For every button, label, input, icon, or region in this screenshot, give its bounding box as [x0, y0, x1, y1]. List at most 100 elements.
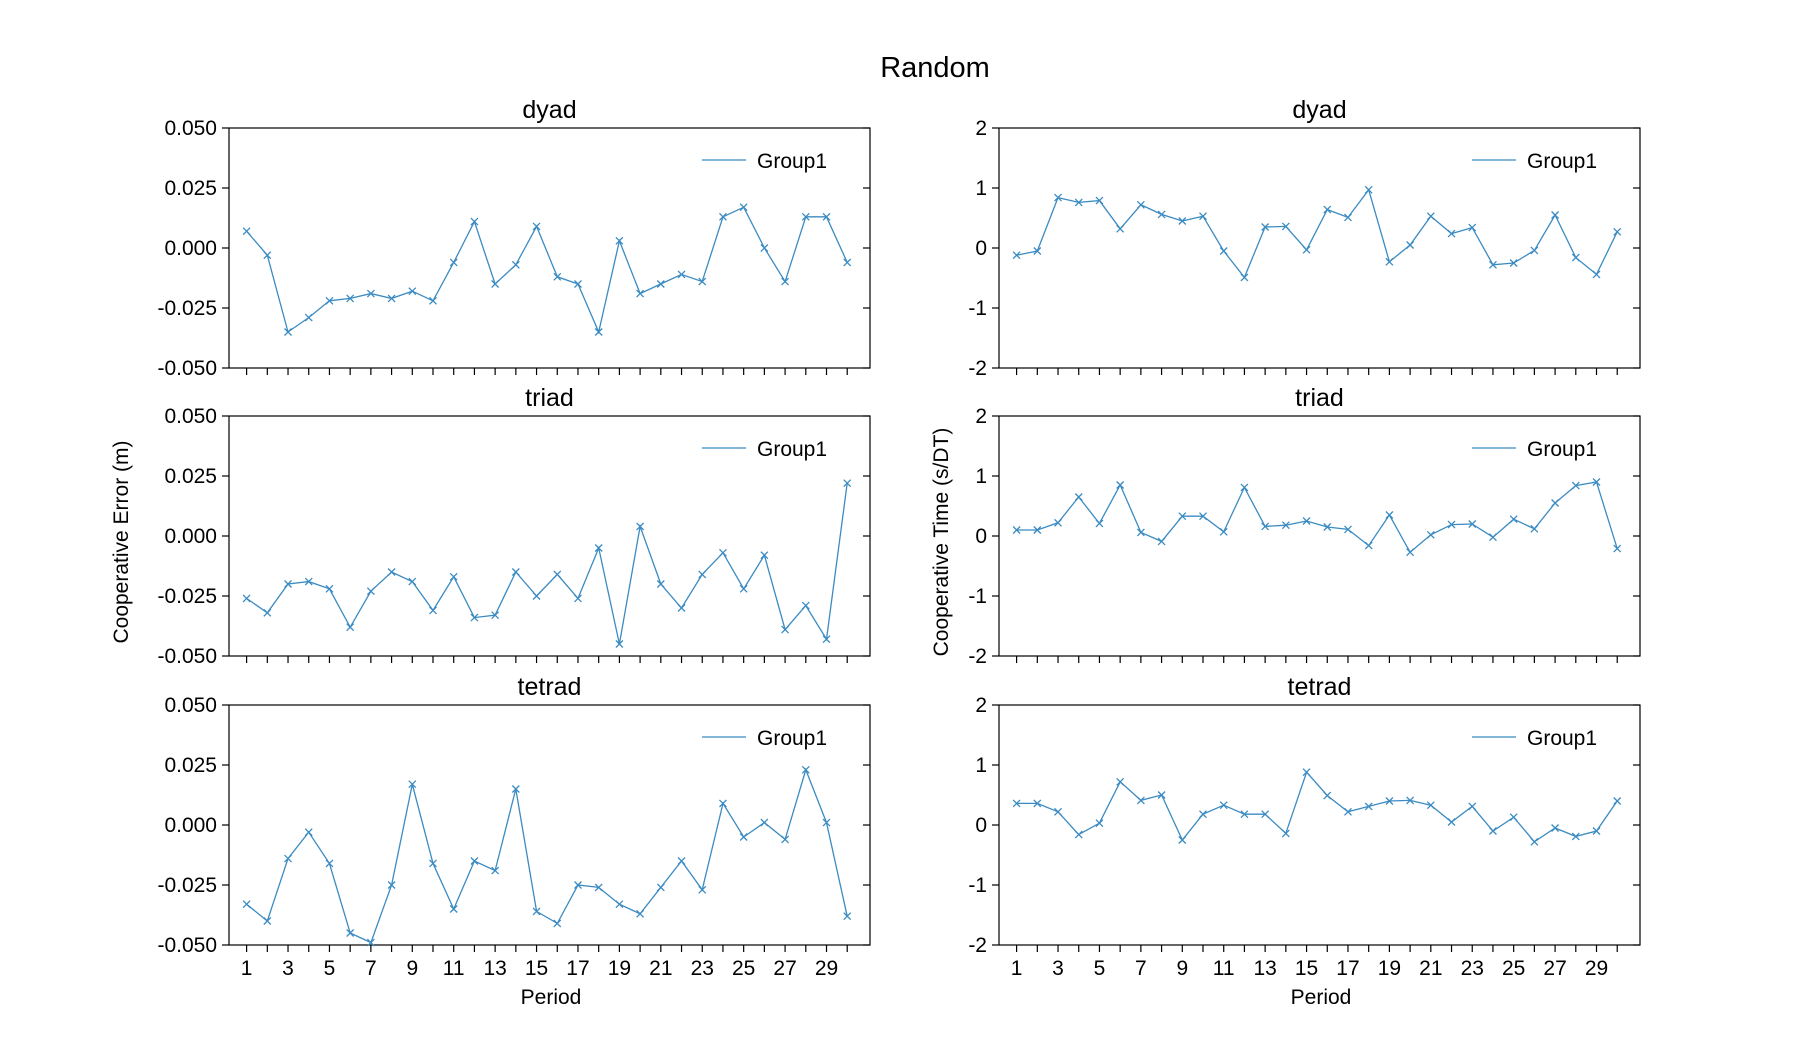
x-tick-label: 29 — [815, 957, 838, 980]
data-point — [1447, 818, 1456, 826]
y-tick-label: -0.050 — [157, 934, 217, 957]
subplot-title: triad — [525, 384, 574, 412]
data-point — [1344, 525, 1352, 534]
data-point — [1571, 481, 1580, 490]
data-point — [1551, 824, 1560, 832]
y-tick-label: -0.050 — [157, 645, 217, 668]
data-point — [1571, 253, 1580, 262]
data-point — [1509, 259, 1518, 267]
subplot-grid: dyad-0.050-0.0250.0000.0250.050Group1tri… — [157, 96, 1641, 980]
data-point — [470, 217, 479, 226]
data-point — [574, 594, 582, 603]
subplot-title: triad — [1295, 384, 1344, 412]
data-point — [1054, 193, 1062, 202]
data-point — [1302, 768, 1311, 777]
x-tick-label: 29 — [1585, 957, 1608, 980]
data-point — [636, 522, 645, 531]
data-point — [1530, 524, 1539, 533]
data-point — [532, 222, 541, 231]
data-point — [1551, 211, 1560, 219]
data-point — [1385, 797, 1394, 805]
left-y-axis-label: Cooperative Error (m) — [110, 440, 133, 643]
data-point — [304, 577, 313, 586]
data-point — [656, 580, 665, 588]
data-point — [636, 909, 645, 918]
series-line-Group1 — [1016, 481, 1618, 554]
data-point — [387, 568, 396, 576]
series-line-Group1 — [246, 206, 848, 335]
y-tick-label: 0 — [975, 525, 987, 548]
y-tick-label: -1 — [968, 297, 987, 320]
data-point — [408, 577, 417, 586]
data-point — [594, 883, 603, 892]
data-point — [1613, 227, 1622, 236]
data-point — [1157, 210, 1166, 219]
data-point — [843, 479, 852, 488]
x-tick-label: 15 — [1295, 957, 1318, 980]
data-point — [1116, 481, 1125, 489]
data-point — [1136, 200, 1145, 209]
subplot-right-triad: triad -2 -1 0 1 2 Group1 — [968, 384, 1641, 668]
data-point — [1281, 222, 1290, 231]
x-tick-label: 13 — [1253, 957, 1276, 980]
data-point — [284, 854, 292, 863]
data-point — [1261, 522, 1270, 531]
y-tick-label: -2 — [968, 934, 987, 957]
data-point — [1261, 223, 1270, 231]
x-tick-label: 9 — [1176, 957, 1188, 980]
right-y-axis-label: Cooperative Time (s/DT) — [930, 428, 953, 657]
y-tick-label: 0.000 — [164, 525, 217, 548]
legend-label: Group1 — [757, 727, 827, 750]
x-tick-label: 27 — [773, 957, 796, 980]
data-point — [1116, 777, 1125, 786]
data-point — [781, 277, 790, 286]
data-point — [366, 587, 375, 596]
x-tick-label: 25 — [732, 957, 755, 980]
data-point — [491, 866, 500, 875]
y-tick-label: 0.050 — [164, 694, 217, 717]
data-point — [1095, 196, 1104, 205]
x-tick-label: 19 — [1378, 957, 1401, 980]
y-tick-label: 0 — [975, 237, 987, 260]
legend-label: Group1 — [1527, 727, 1597, 750]
data-point — [325, 859, 334, 868]
x-tick-label: 23 — [691, 957, 714, 980]
data-point — [615, 236, 624, 245]
data-point — [1302, 517, 1311, 525]
data-point — [1116, 224, 1125, 233]
data-point — [553, 919, 562, 928]
data-point — [491, 280, 500, 288]
data-point — [1054, 518, 1062, 527]
data-point — [511, 260, 520, 269]
data-point — [449, 572, 458, 581]
data-point — [1012, 526, 1021, 534]
data-point — [429, 606, 437, 615]
y-tick-label: 0.025 — [164, 754, 217, 777]
data-point — [1406, 796, 1415, 805]
data-point — [656, 280, 665, 288]
data-point — [1033, 799, 1042, 808]
data-point — [1468, 520, 1477, 528]
data-point — [1509, 515, 1518, 524]
data-point — [801, 212, 810, 221]
y-tick-label: 0.025 — [164, 465, 217, 488]
y-tick-label: -1 — [968, 874, 987, 897]
subplot-left-triad: triad -0.050 -0.025 0.000 0.025 0.050 Group1 — [157, 384, 871, 668]
data-point — [1426, 801, 1435, 810]
data-point — [325, 296, 334, 305]
data-point — [801, 765, 810, 774]
data-point — [1033, 247, 1042, 255]
data-point — [387, 294, 396, 303]
data-point — [1323, 523, 1332, 531]
data-point — [1468, 223, 1477, 232]
data-point — [242, 900, 251, 909]
y-tick-label: -0.025 — [157, 874, 217, 897]
x-tick-label: 7 — [1135, 957, 1147, 980]
data-point — [698, 570, 707, 579]
data-point — [739, 584, 748, 593]
data-point — [677, 270, 686, 279]
data-point — [781, 835, 790, 844]
data-point — [284, 328, 292, 336]
legend-label: Group1 — [757, 150, 827, 173]
